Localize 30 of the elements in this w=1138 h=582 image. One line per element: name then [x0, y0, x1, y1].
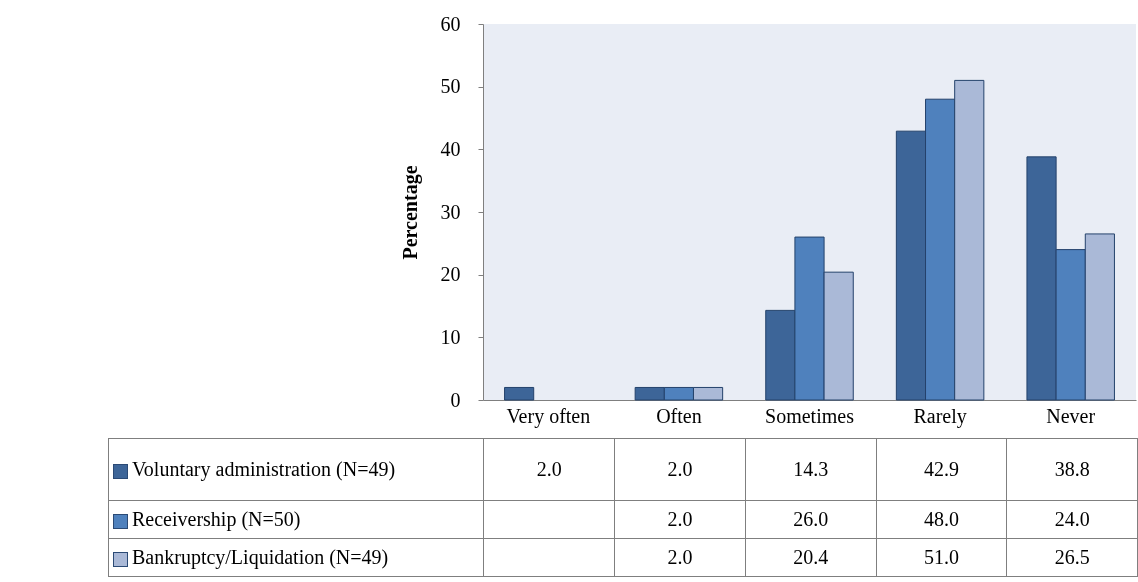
data-label: 48.0 [876, 500, 1007, 539]
y-tick-label: 10 [440, 325, 461, 348]
y-tick-label: 40 [440, 137, 461, 160]
y-tick-label: 50 [440, 75, 461, 98]
data-label: 14.3 [745, 438, 877, 501]
data-label: 38.8 [1006, 438, 1138, 501]
x-tick-label: Often [656, 404, 702, 427]
y-tick-label: 0 [450, 388, 461, 411]
data-label: 42.9 [876, 438, 1007, 501]
data-label: 24.0 [1006, 500, 1138, 539]
data-label: 2.0 [614, 438, 746, 501]
data-label: 2.0 [614, 500, 746, 539]
legend-label: Voluntary administration (N=49) [108, 438, 484, 501]
x-tick-label: Never [1046, 404, 1096, 427]
y-tick-label: 30 [440, 200, 461, 223]
data-label: 20.4 [745, 538, 877, 577]
y-axis-title: Percentage [398, 165, 422, 260]
bar [504, 386, 535, 401]
y-tick-label: 60 [440, 12, 461, 35]
data-label: 26.0 [745, 500, 877, 539]
data-label: 2.0 [614, 538, 746, 577]
x-tick-label: Very often [506, 404, 591, 428]
x-tick-label: Rarely [913, 404, 967, 428]
data-label: 2.0 [483, 438, 615, 501]
x-tick-label: Sometimes [765, 404, 855, 427]
legend-label: Bankruptcy/Liquidation (N=49) [108, 538, 484, 577]
data-label: 51.0 [876, 538, 1007, 577]
data-label: 26.5 [1006, 538, 1138, 577]
legend-label: Receivership (N=50) [108, 500, 484, 539]
y-tick-label: 20 [440, 263, 461, 286]
